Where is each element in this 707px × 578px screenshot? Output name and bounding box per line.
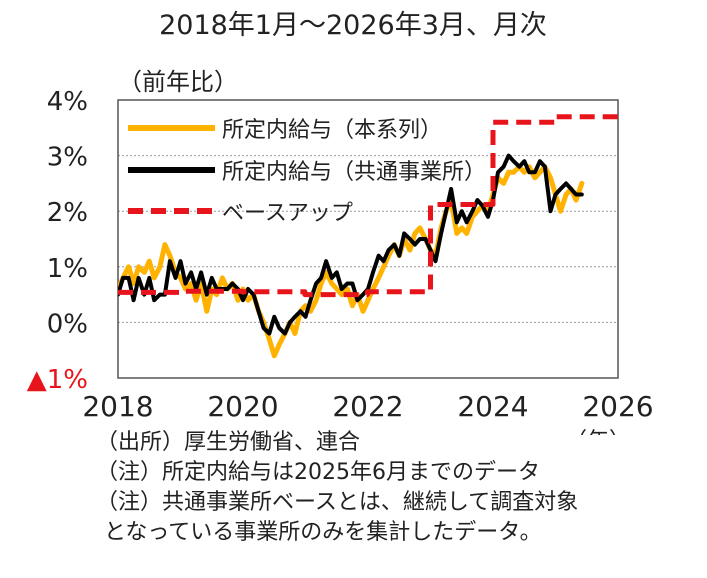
y-tick-label-2: 2% (47, 198, 88, 228)
definition-note-continued: となっている事業所のみを集計したデータ。 (104, 520, 542, 545)
y-tick-label-1: 1% (47, 254, 88, 284)
definition-note: （注）共通事業所ベースとは、継続して調査対象 (96, 490, 579, 515)
y-axis-label: （前年比） (118, 68, 238, 96)
y-tick-label-neg1: ▲1% (27, 365, 88, 395)
series-line-3 (118, 114, 618, 298)
x-tick-label-2018: 2018 (82, 390, 153, 423)
x-tick-label-2022: 2022 (332, 390, 403, 423)
x-tick-label-2026: 2026 (582, 390, 653, 423)
footnotes: （出所）厚生労働省、連合 （注）所定内給与は2025年6月までのデータ （注）共… (96, 428, 578, 548)
line-chart: 2018年1月～2026年3月、月次 （前年比） 4% 3% 2% 1% 0% ▲1%2018… (27, 10, 654, 435)
series-line-1 (118, 164, 585, 359)
chart-title: 2018年1月～2026年3月、月次 (159, 10, 547, 41)
legend-label-2: 所定内給与（共通事業所） (222, 160, 486, 185)
x-tick-label-2020: 2020 (207, 390, 278, 423)
legend-label-1: 所定内給与（本系列） (222, 118, 442, 143)
x-tick-label-2024: 2024 (457, 390, 528, 423)
y-tick-label-0: 0% (47, 309, 88, 339)
plot-frame (117, 99, 619, 379)
y-tick-label-3: 3% (47, 143, 88, 173)
source-note: （出所）厚生労働省、連合 (96, 430, 361, 455)
legend-label-3: ベースアップ (222, 201, 353, 226)
series-line-2 (118, 153, 584, 336)
data-range-note: （注）所定内給与は2025年6月までのデータ (96, 460, 540, 485)
y-tick-label-4: 4% (47, 87, 88, 117)
x-axis-unit-label: （年） (565, 429, 631, 435)
